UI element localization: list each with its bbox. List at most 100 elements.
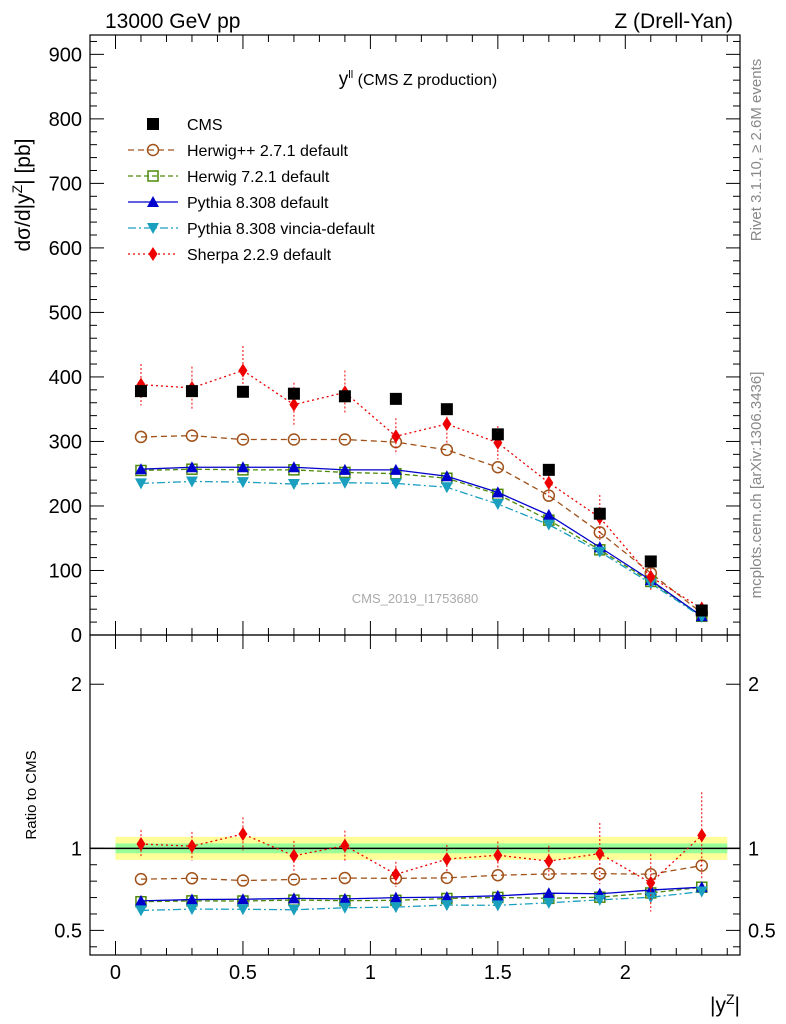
legend-marker <box>147 170 159 182</box>
ratio-point <box>236 893 249 905</box>
ratio-point <box>236 874 250 887</box>
series-point <box>338 477 351 489</box>
ratio-point <box>187 839 197 854</box>
y-tick-label: 900 <box>49 44 82 66</box>
ratio-point <box>542 897 555 909</box>
x-tick-label: 1 <box>365 962 376 984</box>
ratio-point <box>389 891 402 903</box>
data-point <box>134 385 147 398</box>
ratio-point <box>491 868 505 882</box>
ratio-point <box>595 846 605 861</box>
y-tick-label: 200 <box>49 496 82 518</box>
series-point <box>389 463 402 475</box>
legend-marker-data <box>147 118 159 130</box>
series-point <box>134 463 147 475</box>
series-point <box>544 475 554 490</box>
ratio-point <box>338 871 352 885</box>
series-point <box>442 417 452 432</box>
plot-title: yll (CMS Z production) <box>339 69 497 90</box>
legend-label: Herwig 7.2.1 default <box>187 169 330 186</box>
ratio-point <box>440 900 453 912</box>
y-tick-label: 700 <box>49 173 82 195</box>
x-tick-label: 2 <box>620 962 631 984</box>
ratio-frame <box>89 634 741 956</box>
ratio-point <box>185 893 198 905</box>
ratio-point <box>440 891 453 903</box>
series-line-2 <box>140 466 703 617</box>
data-point <box>287 387 300 400</box>
y-tick-label: 800 <box>49 109 82 131</box>
ratio-point <box>338 892 351 904</box>
y-tick-label: 0 <box>71 625 82 647</box>
ratio-point <box>289 848 299 863</box>
analysis-label: CMS_2019_I1753680 <box>352 591 479 606</box>
ratio-point <box>287 873 301 886</box>
legend-label: Pythia 8.308 vincia-default <box>187 221 375 238</box>
ratio-line-4 <box>140 833 703 884</box>
data-point <box>593 507 606 520</box>
series-point <box>185 461 198 473</box>
series-point <box>338 433 352 446</box>
x-tick-label: 1.5 <box>484 962 512 984</box>
series-point <box>287 479 300 491</box>
x-tick-label: 0.5 <box>229 962 257 984</box>
series-point <box>289 397 299 412</box>
header-left: 13000 GeV pp <box>105 10 240 33</box>
series-point <box>389 478 402 490</box>
series-point <box>542 489 556 502</box>
series-point <box>338 463 351 475</box>
data-point <box>644 555 657 568</box>
series-point <box>287 433 301 446</box>
series-point <box>491 486 504 498</box>
series-point <box>593 546 606 558</box>
series-point <box>542 519 555 531</box>
ratio-point <box>340 838 350 853</box>
series-point <box>134 478 147 490</box>
ratio-point <box>542 887 555 899</box>
y-tick-label: 400 <box>49 367 82 389</box>
legend-marker <box>147 223 159 234</box>
legend-label: Pythia 8.308 default <box>187 195 329 212</box>
data-point <box>440 403 453 416</box>
series-point <box>236 477 249 489</box>
series-point <box>440 443 454 457</box>
data-point <box>491 428 504 441</box>
legend: CMS Herwig++ 2.7.1 default Herwig 7.2.1 de… <box>128 117 375 264</box>
ratio-y-axis-label: Ratio to CMS <box>23 750 40 839</box>
series-line-3 <box>140 480 703 618</box>
data-point <box>338 390 351 403</box>
ratio-point <box>491 889 504 901</box>
series-line-1 <box>140 468 703 617</box>
series-point <box>593 526 607 539</box>
ratio-point <box>646 875 656 890</box>
series-line-4 <box>140 369 703 610</box>
y-tick-label: 300 <box>49 431 82 453</box>
series-point <box>440 482 453 494</box>
ratio-point <box>238 826 248 841</box>
series-point <box>491 461 505 474</box>
series-point <box>134 430 148 444</box>
ratio-point <box>287 892 300 904</box>
legend-marker <box>146 143 160 157</box>
series-point <box>440 470 453 482</box>
x-axis-label: |yZ| <box>710 991 740 1017</box>
data-point <box>542 463 555 476</box>
ratio-point <box>287 904 300 916</box>
mcplots-label: mcplots.cern.ch [arXiv:1306.3436] <box>748 372 765 599</box>
ratio-point <box>136 836 146 851</box>
series-point <box>236 433 250 446</box>
ratio-point <box>338 902 351 914</box>
series-point <box>185 429 199 442</box>
data-point <box>185 385 198 398</box>
ratio-line-0 <box>140 864 702 882</box>
ratio-point <box>697 828 707 843</box>
ratio-point <box>491 900 504 912</box>
legend-label: Sherpa 2.2.9 default <box>187 247 332 264</box>
legend-label-data: CMS <box>187 117 223 134</box>
ratio-line-1 <box>140 886 702 903</box>
ratio-point <box>593 894 606 906</box>
series-point <box>287 461 300 473</box>
ratio-tick-label-right: 1 <box>748 838 759 860</box>
data-point <box>236 385 249 398</box>
header-right: Z (Drell-Yan) <box>614 10 733 33</box>
